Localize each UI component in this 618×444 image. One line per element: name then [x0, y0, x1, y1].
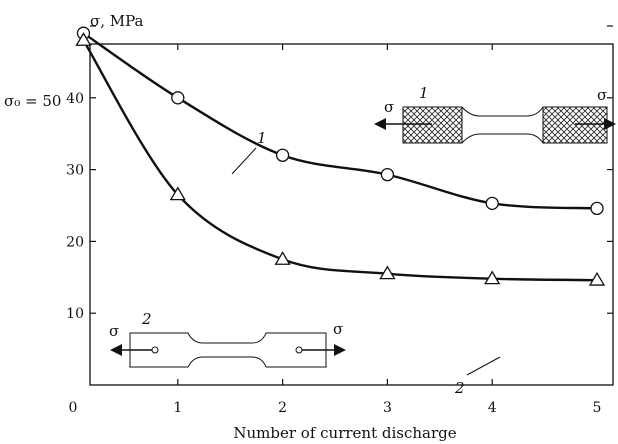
inset-1-left-sigma: σ [384, 98, 394, 116]
series-2-point [169, 186, 186, 201]
inset-2-left-hole [151, 346, 159, 354]
y-axis-label: σ, MPa [90, 12, 144, 30]
curve-1-leader [231, 147, 257, 175]
inset-1-right-grip [542, 106, 608, 144]
inset-2-right-arrowhead [334, 344, 346, 356]
inset-1-right-arrowhead [604, 118, 616, 130]
series-1-point [275, 148, 290, 162]
series-2-point [274, 251, 291, 265]
x-tick-label: 0 [69, 400, 78, 416]
inset-1-right-sigma: σ [597, 86, 607, 104]
curve-2-leader [466, 356, 501, 376]
series-1-point [380, 167, 395, 182]
y-tick-label: 10 [66, 306, 84, 322]
series-1-line [82, 32, 598, 210]
x-tick-label: 2 [278, 400, 287, 416]
inset-1-left-grip [402, 106, 463, 144]
series-2-point [588, 271, 606, 286]
curve-1-label: 1 [257, 129, 267, 147]
series-2-point [75, 32, 92, 46]
inset-1-label: 1 [419, 84, 429, 102]
series-layer [75, 26, 606, 286]
series-1-point [171, 91, 185, 105]
inset-1-gauge [461, 106, 544, 144]
axes: 10 20 30 40 0 1 2 3 4 5 [66, 25, 613, 416]
inset-2-left-arrowhead [110, 344, 122, 356]
y-tick-label: 30 [66, 163, 84, 179]
inset-2-label: 2 [141, 310, 152, 328]
y0-label: σ₀ = 50 [4, 92, 61, 110]
inset-2-left-sigma: σ [109, 322, 119, 340]
y-tick-label: 40 [66, 91, 84, 107]
y-tick-label: 20 [66, 234, 84, 250]
curve-2-label: 2 [454, 379, 465, 397]
inset-2-right-hole [295, 346, 303, 354]
series-2-point [379, 265, 396, 280]
inset-2-outline [129, 332, 327, 368]
inset-specimen-1: 1 σ σ [374, 84, 616, 144]
x-axis-label: Number of current discharge [233, 424, 456, 442]
series-1-point [590, 201, 604, 216]
x-tick-label: 4 [488, 400, 497, 416]
series-2-point [484, 270, 501, 285]
x-tick-label: 3 [383, 400, 392, 416]
series-2-line [82, 39, 598, 282]
series-1-point [485, 196, 499, 210]
plot-frame [89, 43, 614, 386]
x-tick-label: 5 [593, 400, 602, 416]
x-tick-label: 1 [173, 400, 182, 416]
inset-specimen-2: 2 σ σ [109, 310, 346, 368]
inset-2-right-sigma: σ [333, 320, 343, 338]
inset-1-left-arrowhead [374, 118, 386, 130]
